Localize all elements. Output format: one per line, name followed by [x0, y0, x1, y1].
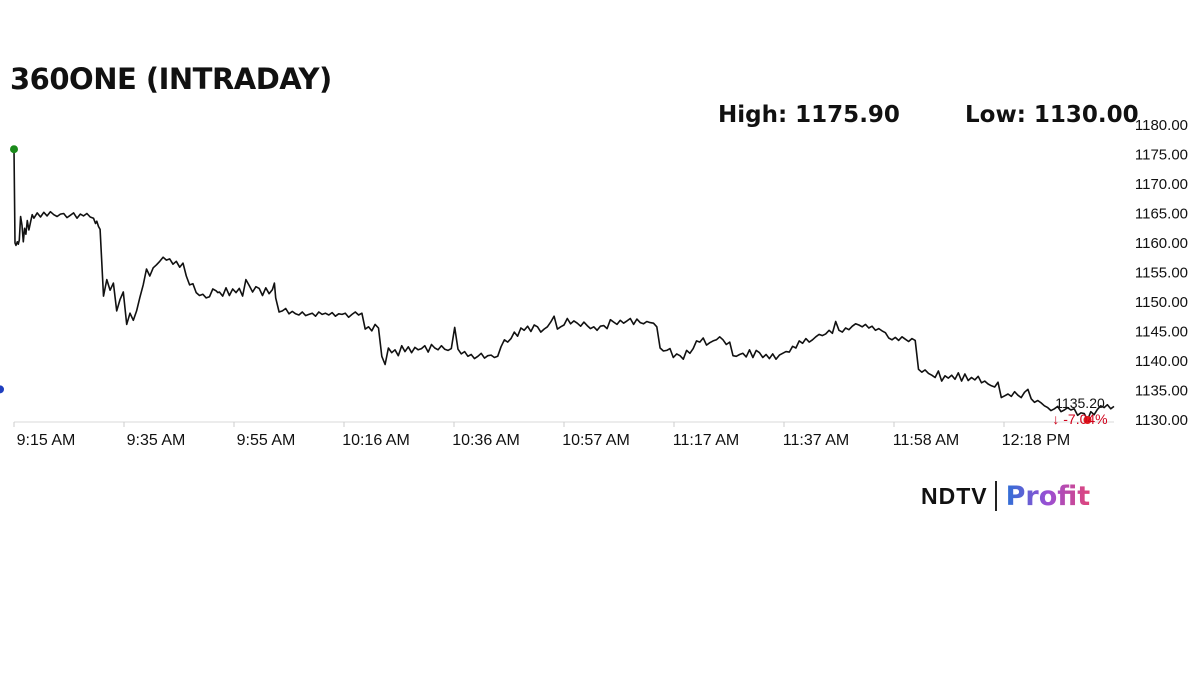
logo-divider [994, 481, 997, 511]
y-tick-label: 1135.00 [1135, 383, 1188, 400]
x-tick-label: 10:57 AM [562, 432, 630, 449]
y-tick-label: 1150.00 [1135, 294, 1188, 311]
chart-title: 360ONE (INTRADAY) [10, 62, 332, 96]
y-tick-label: 1170.00 [1135, 176, 1188, 193]
x-axis-ticks: 9:15 AM 9:35 AM 9:55 AM 10:16 AM 10:36 AM 10:… [13, 422, 1070, 449]
y-tick-label: 1145.00 [1135, 324, 1188, 341]
y-tick-label: 1165.00 [1135, 206, 1188, 223]
x-tick-label: 10:16 AM [342, 432, 410, 449]
x-tick-label: 9:55 AM [237, 432, 296, 449]
y-tick-label: 1130.00 [1135, 412, 1188, 429]
y-tick-label: 1160.00 [1135, 235, 1188, 252]
ndtv-profit-logo: NDTV Profit [921, 478, 1090, 514]
x-tick-label: 11:17 AM [673, 432, 739, 449]
x-tick-label: 11:37 AM [783, 432, 849, 449]
x-tick-label: 9:35 AM [127, 432, 186, 449]
y-tick-label: 1175.00 [1135, 147, 1188, 164]
down-arrow-icon: ↓ [1052, 411, 1059, 427]
change-percent: -7.04% [1063, 411, 1107, 427]
y-tick-label: 1180.00 [1135, 117, 1188, 134]
price-series-line [13, 149, 1115, 421]
last-price-label: 1135.20 [1055, 395, 1105, 411]
y-tick-label: 1140.00 [1135, 353, 1188, 370]
y-tick-label: 1155.00 [1135, 265, 1188, 282]
x-tick-label: 10:36 AM [452, 432, 520, 449]
ndtv-wordmark: NDTV [921, 482, 988, 509]
last-price-marker [0, 385, 4, 394]
price-change-label: ↓ -7.04% [1052, 411, 1107, 427]
y-axis-ticks: 1130.00 1135.00 1140.00 1145.00 1150.00 1155.… [1135, 117, 1188, 429]
x-tick-label: 9:15 AM [17, 432, 76, 449]
day-high-label: High: 1175.90 [718, 102, 900, 128]
day-high-marker [10, 145, 18, 154]
x-tick-label: 11:58 AM [893, 432, 959, 449]
x-tick-label: 12:18 PM [1002, 432, 1070, 449]
profit-wordmark: Profit [1005, 480, 1091, 512]
day-low-label: Low: 1130.00 [965, 102, 1139, 128]
day-low-marker [1083, 416, 1092, 424]
